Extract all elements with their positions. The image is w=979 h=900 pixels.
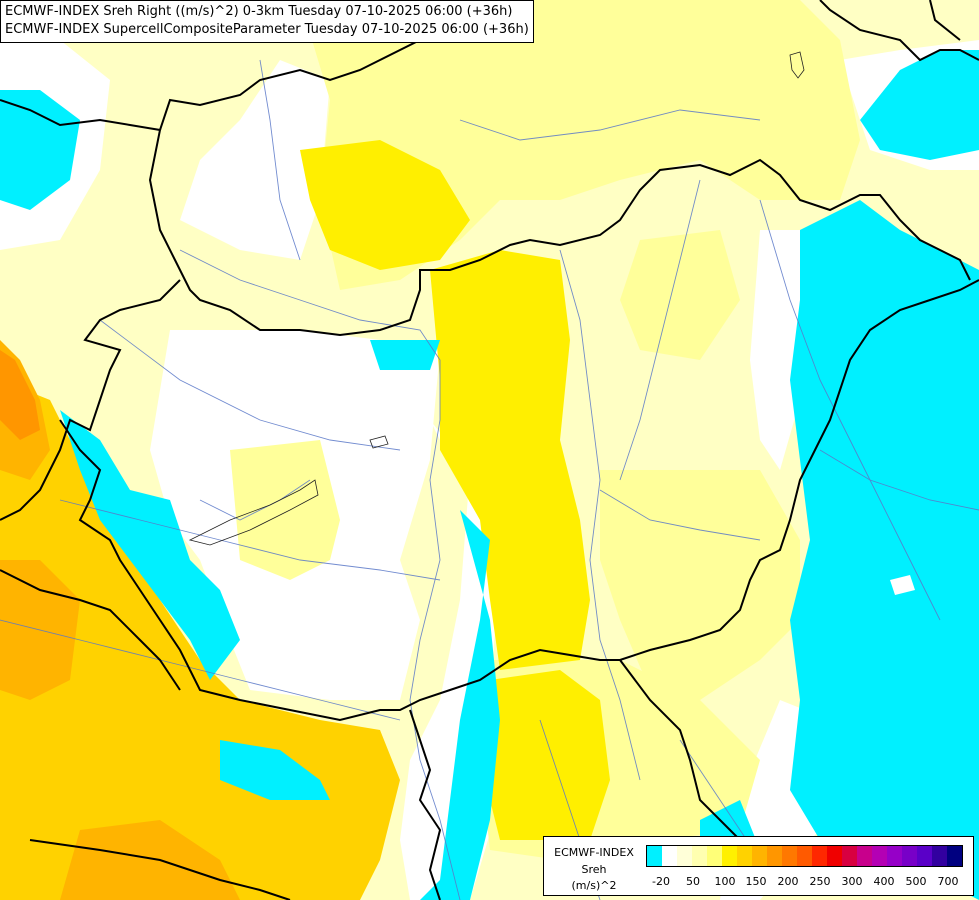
legend-swatch bbox=[782, 846, 797, 866]
legend-swatch bbox=[707, 846, 722, 866]
legend-swatch bbox=[902, 846, 917, 866]
legend-swatch bbox=[887, 846, 902, 866]
field-dark-orange bbox=[0, 350, 40, 440]
legend-variable: Sreh bbox=[581, 863, 607, 876]
legend-tick-label: 250 bbox=[809, 875, 831, 888]
legend-tick-label: 200 bbox=[777, 875, 799, 888]
legend-swatch bbox=[662, 846, 677, 866]
legend-tick-label: -20 bbox=[652, 875, 670, 888]
legend-swatch bbox=[857, 846, 872, 866]
legend-swatch bbox=[797, 846, 812, 866]
legend-tick-label: 700 bbox=[937, 875, 959, 888]
legend-swatch bbox=[812, 846, 827, 866]
legend-swatch bbox=[692, 846, 707, 866]
map-title-box: ECMWF-INDEX Sreh Right ((m/s)^2) 0-3km T… bbox=[0, 0, 534, 43]
legend-tick-label: 400 bbox=[873, 875, 895, 888]
legend-tick-label: 150 bbox=[745, 875, 767, 888]
field-yellow bbox=[300, 140, 610, 840]
legend-swatch bbox=[737, 846, 752, 866]
field-white-spot bbox=[890, 575, 915, 595]
legend-swatch bbox=[872, 846, 887, 866]
legend-swatch bbox=[947, 846, 962, 866]
legend-tick-label: 500 bbox=[905, 875, 927, 888]
legend-swatch bbox=[827, 846, 842, 866]
legend-swatch bbox=[767, 846, 782, 866]
legend-swatch bbox=[677, 846, 692, 866]
legend-swatch bbox=[647, 846, 662, 866]
legend-swatch bbox=[932, 846, 947, 866]
color-legend: ECMWF-INDEX Sreh (m/s)^2 -20 50 100 150 200 2… bbox=[543, 836, 974, 896]
legend-unit: (m/s)^2 bbox=[571, 879, 617, 892]
title-line-scp: ECMWF-INDEX SupercellCompositeParameter … bbox=[5, 22, 529, 37]
legend-title: ECMWF-INDEX bbox=[554, 846, 634, 859]
lakes bbox=[188, 51, 805, 546]
legend-swatch bbox=[842, 846, 857, 866]
legend-swatches bbox=[646, 845, 963, 867]
legend-swatch bbox=[722, 846, 737, 866]
legend-swatch bbox=[752, 846, 767, 866]
field-cyan bbox=[0, 50, 979, 900]
legend-tick-label: 100 bbox=[714, 875, 736, 888]
legend-tick-label: 50 bbox=[686, 875, 700, 888]
legend-swatch bbox=[917, 846, 932, 866]
rivers bbox=[0, 59, 979, 900]
title-line-sreh: ECMWF-INDEX Sreh Right ((m/s)^2) 0-3km T… bbox=[5, 4, 513, 19]
legend-tick-label: 300 bbox=[841, 875, 863, 888]
